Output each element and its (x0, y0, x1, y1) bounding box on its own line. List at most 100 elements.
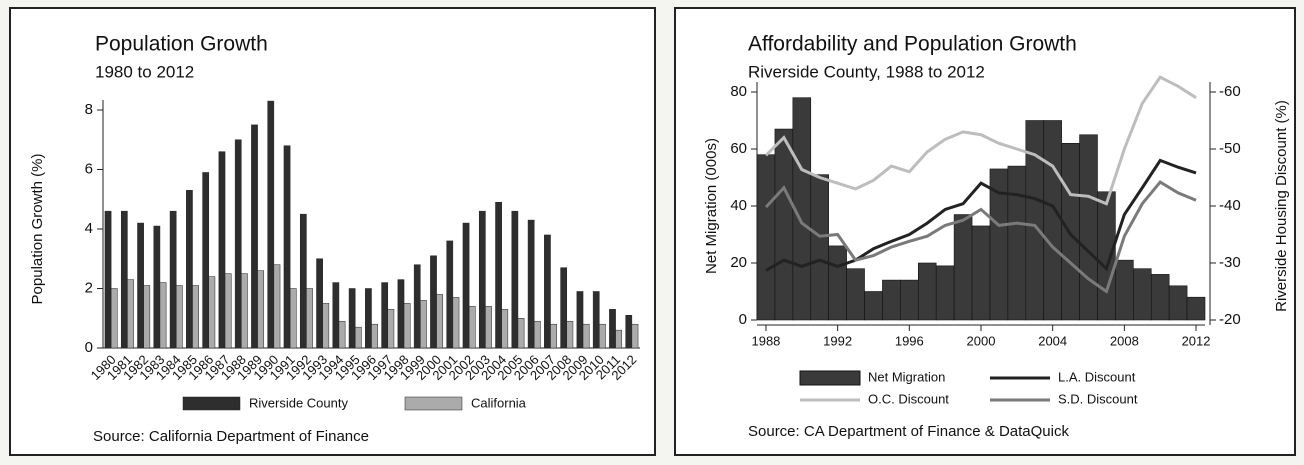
x-tick-label: 2004 (1038, 333, 1067, 348)
y-tick-label: 40 (730, 197, 747, 214)
bar (224, 273, 232, 349)
y-tick-label: 6 (85, 160, 93, 177)
bar (169, 210, 177, 349)
legend-label: California (471, 395, 527, 410)
bar (900, 279, 919, 321)
bar (1061, 143, 1080, 321)
bar (104, 210, 112, 349)
bar (420, 300, 427, 349)
legend-swatch (182, 396, 241, 411)
bar (631, 323, 639, 349)
x-tick-label: 1988 (751, 333, 780, 348)
panel (9, 7, 656, 456)
bar (533, 320, 541, 349)
bar (609, 309, 616, 349)
bar (413, 264, 421, 349)
legend-label: S.D. Discount (1058, 391, 1138, 406)
bar (495, 201, 502, 349)
bar (446, 240, 454, 349)
bar (501, 309, 509, 349)
bar (436, 294, 444, 349)
bar (615, 329, 623, 349)
bar (143, 285, 151, 349)
source: Source: CA Department of Finance & DataQ… (748, 423, 1069, 440)
bar (273, 264, 281, 349)
y2-tick-label: -50 (1219, 140, 1241, 157)
y-axis-label: Net Migration (000s) (703, 138, 720, 274)
bar (576, 291, 584, 349)
bar (917, 262, 937, 321)
bar (1115, 259, 1134, 321)
bar (935, 265, 955, 321)
bar (208, 276, 216, 349)
bar (110, 288, 118, 349)
bar (354, 326, 362, 349)
bar (1079, 134, 1098, 321)
bar (283, 145, 291, 349)
line (764, 180, 1197, 294)
legend-label: Riverside County (249, 395, 348, 410)
x-tick-label: 1996 (895, 333, 924, 348)
x-tick-label: 1992 (823, 333, 852, 348)
source: Source: California Department of Finance (93, 428, 369, 445)
bar (137, 222, 144, 349)
bar (1186, 296, 1206, 321)
bar (485, 306, 492, 349)
bar (953, 214, 973, 321)
bar (1097, 191, 1116, 321)
bar (332, 282, 340, 349)
y-tick-label: 8 (85, 101, 93, 118)
legend-label: L.A. Discount (1058, 369, 1136, 384)
bar (365, 288, 372, 349)
y-tick-label: 0 (85, 339, 93, 356)
bar (257, 270, 265, 349)
bar (1168, 285, 1188, 321)
bar (527, 219, 535, 349)
bar (234, 139, 242, 349)
bar (127, 279, 134, 349)
bar (387, 309, 395, 349)
bar (241, 273, 248, 349)
bar (403, 303, 411, 349)
chart-title: Population Growth (95, 33, 268, 56)
line (764, 75, 1197, 206)
bar (544, 234, 551, 349)
bar (306, 288, 313, 349)
bar (1043, 120, 1062, 321)
chart-subtitle: 1980 to 2012 (95, 62, 194, 81)
y2-tick-label: -40 (1219, 197, 1241, 214)
bar (478, 210, 486, 349)
chart-subtitle: Riverside County, 1988 to 2012 (748, 62, 985, 81)
bar (1007, 165, 1027, 321)
bar (882, 279, 901, 321)
bar (430, 255, 437, 349)
y-tick-label: 20 (730, 254, 747, 271)
bar (511, 210, 519, 349)
y-axis-label: Population Growth (%) (29, 154, 46, 305)
y-tick-label: 2 (85, 279, 93, 296)
bar (846, 268, 865, 321)
bar (566, 320, 574, 349)
bar (397, 279, 405, 349)
bar (202, 172, 210, 349)
bar (159, 282, 167, 349)
bar (299, 213, 307, 349)
bar (316, 258, 323, 349)
y-tick-label: 60 (730, 140, 747, 157)
y-tick-label: 80 (730, 83, 747, 100)
bar (1025, 120, 1045, 321)
bar (153, 225, 161, 349)
bar (864, 291, 883, 321)
x-tick-label: 2012 (1182, 333, 1211, 348)
bar (251, 124, 258, 349)
bar (560, 267, 568, 349)
bar (267, 100, 275, 349)
bar (582, 323, 590, 349)
chart-title: Affordability and Population Growth (748, 33, 1077, 56)
bar (550, 323, 557, 349)
bar (218, 151, 226, 349)
bar (592, 291, 600, 349)
x-tick-label: 2008 (1110, 333, 1139, 348)
bar (289, 288, 297, 349)
